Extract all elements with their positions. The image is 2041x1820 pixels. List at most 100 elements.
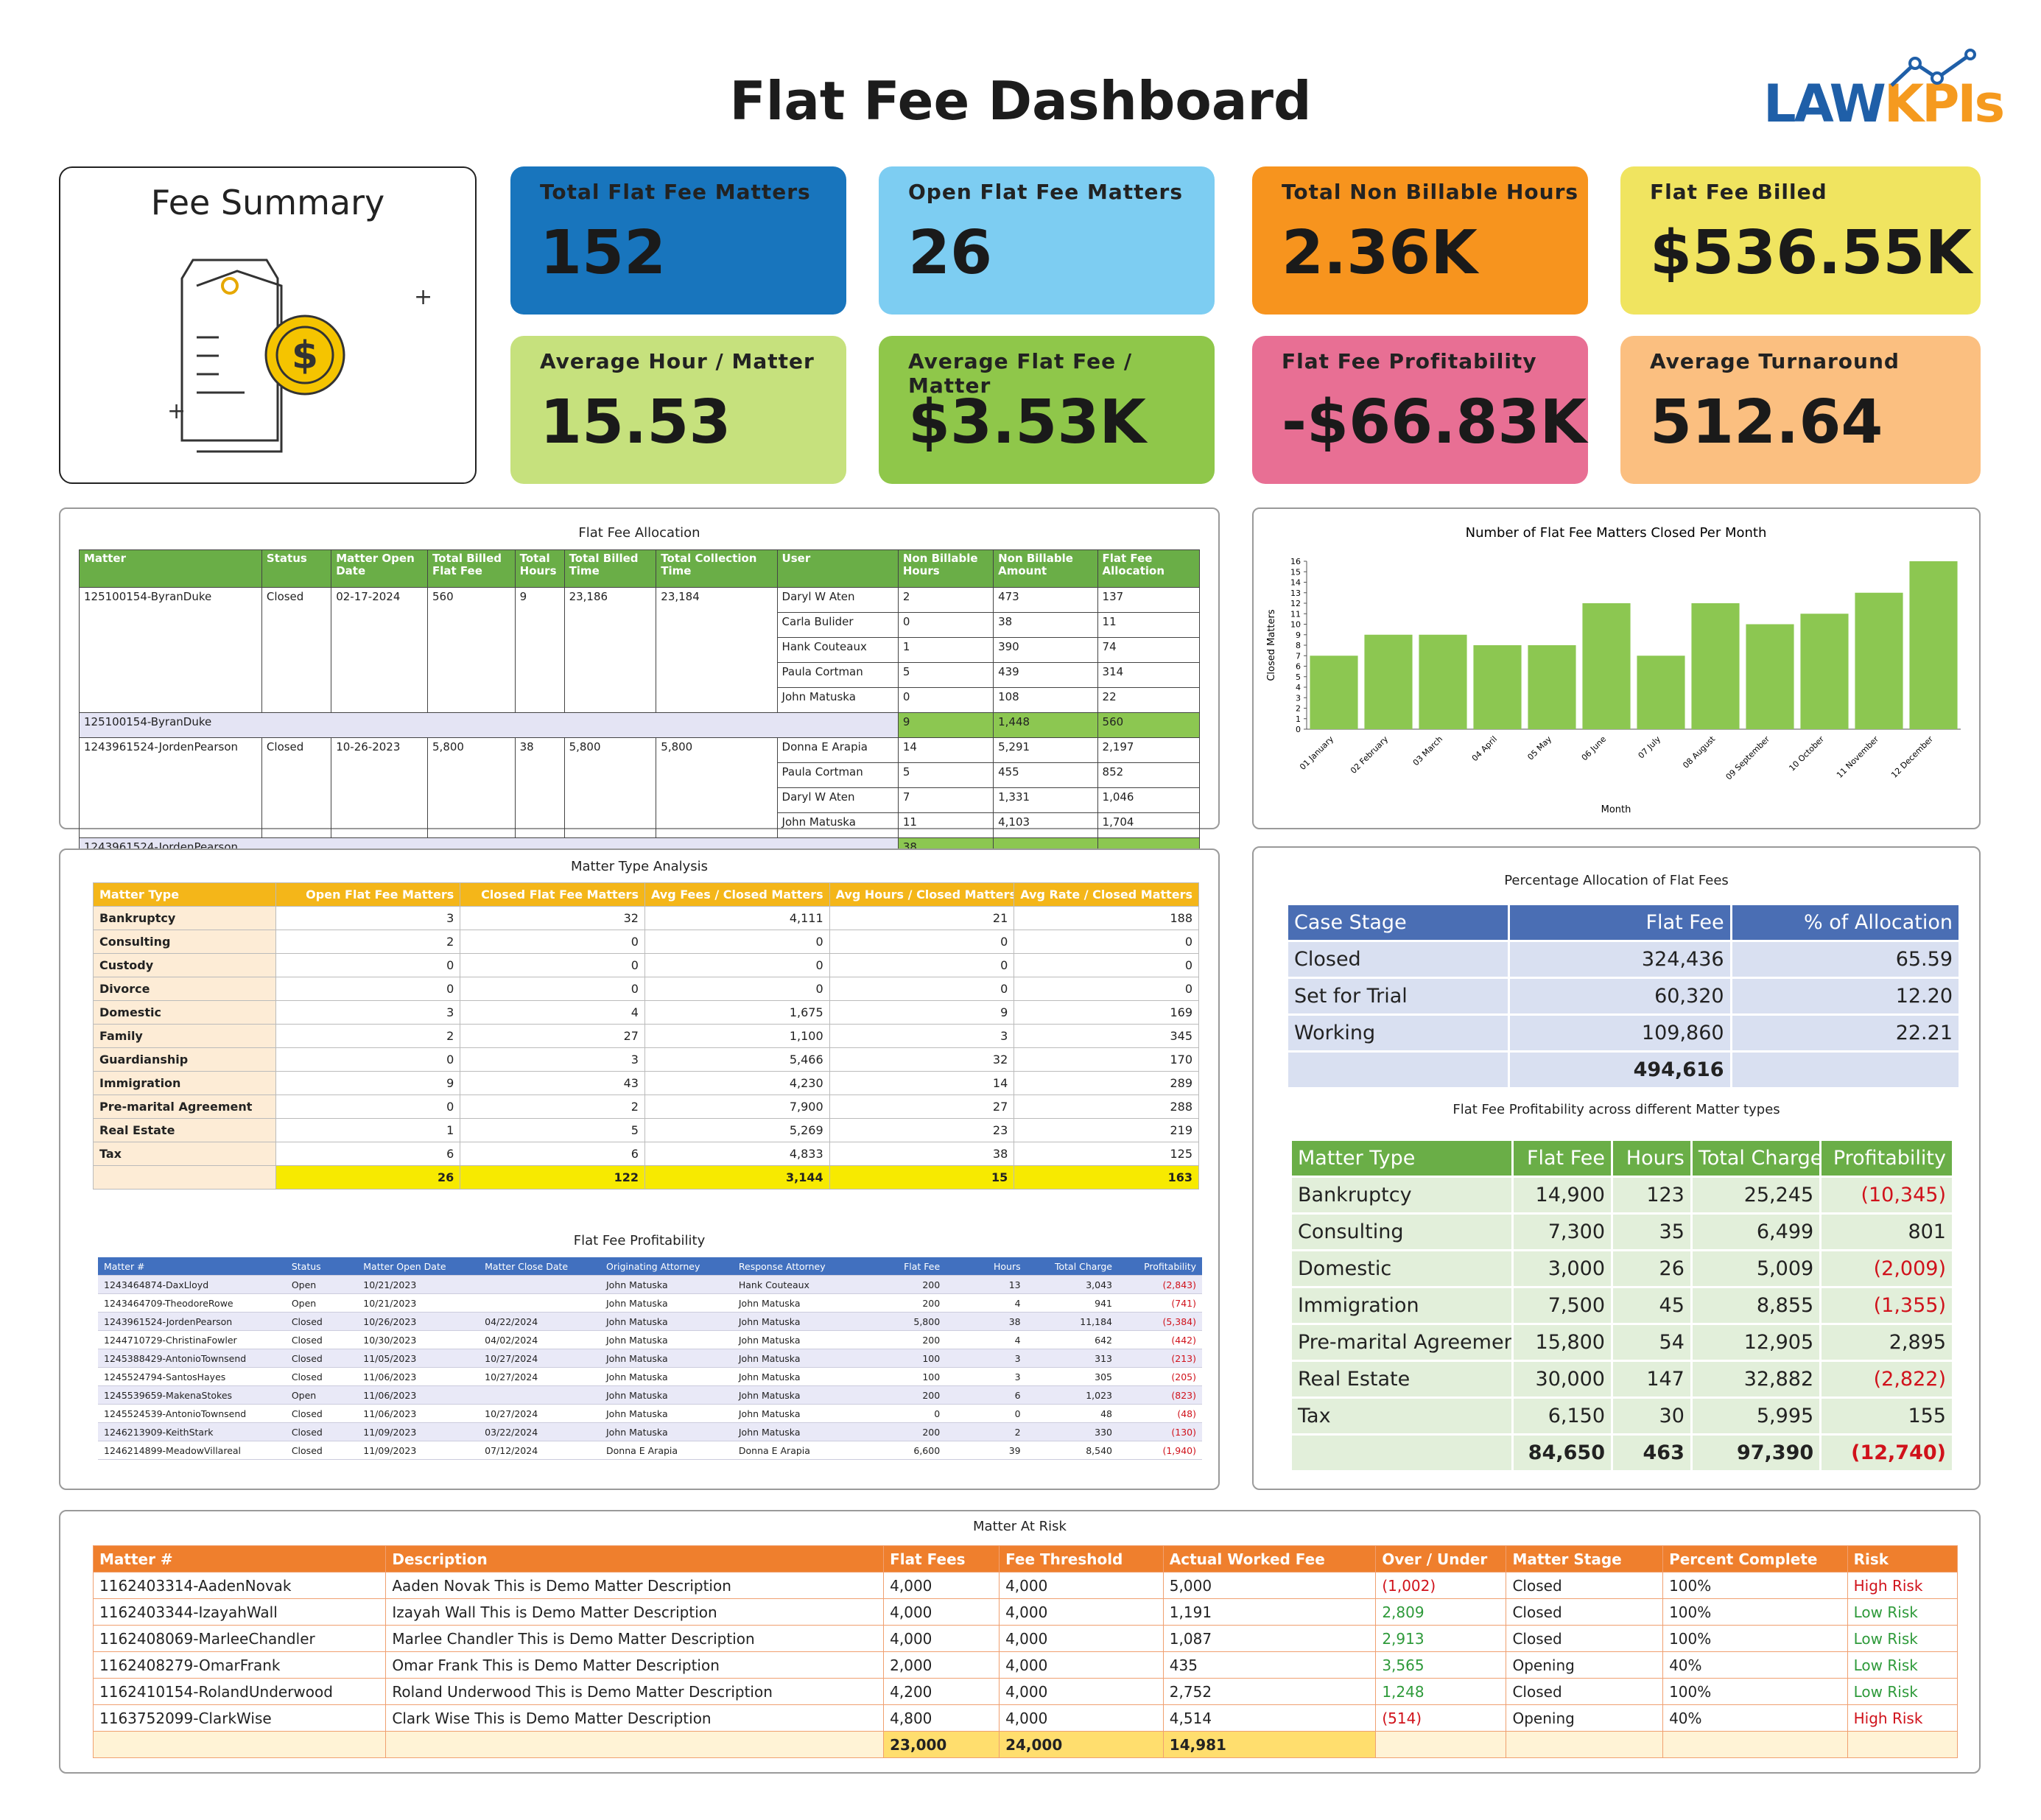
table-cell: 38 [946,1312,1027,1331]
table-cell: (205) [1118,1367,1202,1386]
table-cell: 7,900 [644,1095,830,1119]
chart-panel: Number of Flat Fee Matters Closed Per Mo… [1252,507,1981,829]
x-tick-label: 06 June [1580,734,1609,763]
table-cell: 45 [1611,1286,1693,1325]
table-cell: 801 [1819,1212,1954,1251]
header-cell: Profitability [1819,1139,1954,1178]
x-tick-label: 02 February [1349,734,1390,776]
table-cell: 30,000 [1511,1360,1613,1399]
table-cell: 02-17-2024 [331,587,429,713]
x-axis-label: Month [1601,804,1631,815]
kpi-value: -$66.83K [1282,387,1587,457]
table-cell: 27 [829,1095,1015,1119]
x-tick-label: 03 March [1411,734,1444,767]
table-cell: John Matuska [732,1404,865,1423]
table-cell: 4,000 [999,1704,1164,1732]
table-cell: 313 [1026,1349,1118,1368]
table-cell: Closed [1506,1572,1664,1599]
table-cell: 10/30/2023 [357,1330,479,1349]
table-cell: 0 [1014,953,1199,977]
table-cell: John Matuska [776,812,899,838]
table-cell: 04/22/2024 [479,1312,600,1331]
table-cell: 560 [427,587,516,713]
panel-title: Matter At Risk [973,1519,1067,1534]
y-tick-label: 4 [1296,683,1301,692]
header-cell: Profitability [1118,1257,1202,1276]
header-cell: Matter Open Date [357,1257,479,1276]
table-cell: 11 [1097,612,1201,638]
table-cell: 1 [897,637,994,663]
table-cell: 2 [946,1422,1027,1441]
total-cell: 14,981 [1162,1731,1377,1758]
table-cell: 642 [1026,1330,1118,1349]
table-cell: 4,514 [1162,1704,1377,1732]
svg-text:$: $ [292,334,318,378]
table-cell: 4,833 [644,1142,830,1166]
kpi-value: 512.64 [1650,387,1883,457]
table-cell [1662,1731,1848,1758]
table-cell: 14 [829,1071,1015,1095]
table-cell: (823) [1118,1385,1202,1405]
y-tick-label: 13 [1290,588,1301,598]
table-cell: 35 [1611,1212,1693,1251]
table-cell: 314 [1097,662,1201,688]
table-cell: 14 [897,737,994,763]
table-cell: 10/21/2023 [357,1275,479,1294]
table-cell: 07/12/2024 [479,1441,600,1460]
table-cell: 4,111 [644,906,830,930]
table-cell: 32 [829,1047,1015,1072]
table-cell: Open [285,1385,358,1405]
table-cell [1729,1050,1961,1089]
total-cell: 84,650 [1511,1433,1613,1472]
table-cell: 39 [946,1441,1027,1460]
table-cell: Hank Couteaux [776,637,899,663]
header-row: Matter Type Flat Fee Hours Total Charge Prof… [1289,1139,1954,1178]
table-cell: 100 [865,1349,946,1368]
table-cell: 188 [1014,906,1199,930]
y-tick-label: 0 [1296,725,1301,734]
table-cell: Consulting [93,930,276,954]
table-cell: 1,704 [1097,812,1201,838]
table-cell: 3,000 [1511,1249,1613,1288]
total-row: 23,000 24,000 14,981 [92,1731,1959,1758]
header-cell: Avg Rate / Closed Matters [1014,882,1199,907]
table-cell: 2 [275,1024,461,1048]
table-cell: Daryl W Aten [776,787,899,813]
table-cell: 2,809 [1375,1598,1507,1626]
table-cell: 25,245 [1690,1176,1822,1215]
table-cell [93,1165,276,1190]
table-cell: (48) [1118,1404,1202,1423]
kpi-label: Total Non Billable Hours [1282,180,1579,204]
table-cell: 2,000 [883,1651,1000,1679]
subtotal-row: 125100154-ByranDuke 9 1,448 560 [79,712,1201,738]
table-row: Guardianship 0 3 5,466 32 170 [93,1047,1199,1072]
table-cell: 1246214899-MeadowVillareal [98,1441,286,1460]
table-cell: 4,800 [883,1704,1000,1732]
header-cell: Matter [79,549,262,588]
header-cell: Matter Type [93,882,276,907]
table-wrap: Case Stage Flat Fee% of Allocation Closed 3… [1285,903,1961,1089]
table-cell: Closed [285,1312,358,1331]
table-cell: 324,436 [1508,940,1732,979]
table-cell: 11/09/2023 [357,1422,479,1441]
table-cell: 32 [460,906,645,930]
table-cell: 0 [460,953,645,977]
table-cell: High Risk [1847,1704,1959,1732]
total-cell: 494,616 [1508,1050,1732,1089]
table-cell: 4,000 [999,1598,1164,1626]
table-cell: 11/09/2023 [357,1441,479,1460]
table-cell: 4 [946,1293,1027,1313]
table-cell: 3,043 [1026,1275,1118,1294]
logo-part: KPIs [1883,74,2005,134]
table-cell: 6 [946,1385,1027,1405]
kpi-card: Flat Fee Billed $536.55K [1620,166,1981,315]
table-cell: 4 [946,1330,1027,1349]
table-cell: 1162408279-OmarFrank [92,1651,387,1679]
table-row: 1245388429-AntonioTownsend Closed 11/05/20… [98,1349,1202,1368]
table-row: 1245524539-AntonioTownsend Closed 11/06/20… [98,1404,1202,1423]
x-tick-label: 08 August [1681,734,1717,770]
chart-title: Number of Flat Fee Matters Closed Per Mo… [1466,525,1767,541]
table-cell: 1162403314-AadenNovak [92,1572,387,1599]
table-cell: Immigration [1289,1286,1514,1325]
table-cell: Set for Trial [1285,977,1511,1016]
